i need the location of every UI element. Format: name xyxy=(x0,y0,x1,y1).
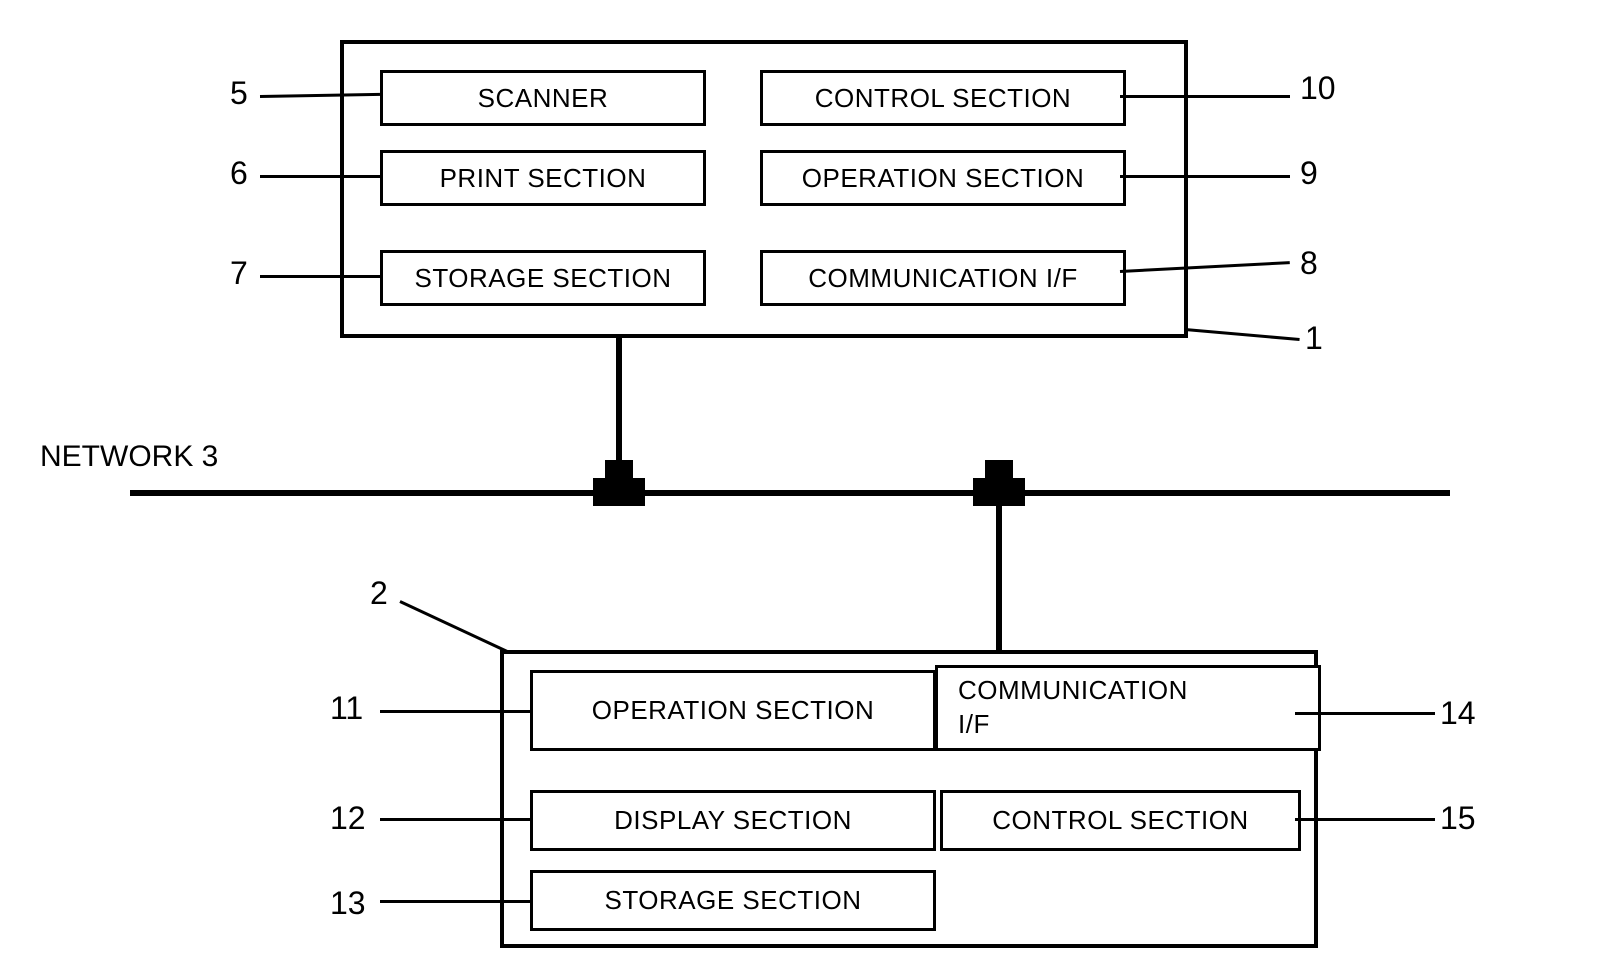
ref-10: 10 xyxy=(1300,70,1336,107)
box-storage2: STORAGE SECTION xyxy=(530,870,936,931)
ref-14: 14 xyxy=(1440,695,1476,732)
ref-7: 7 xyxy=(230,255,248,292)
tap-device2-large xyxy=(973,478,1025,506)
lead-6 xyxy=(260,175,380,178)
tap-device1-large xyxy=(593,478,645,506)
label-storage2: STORAGE SECTION xyxy=(605,885,862,916)
network-bus xyxy=(130,490,1450,496)
diagram-canvas: SCANNER CONTROL SECTION PRINT SECTION OP… xyxy=(0,0,1624,972)
box-operation1: OPERATION SECTION xyxy=(760,150,1126,206)
ref-6: 6 xyxy=(230,155,248,192)
ref-2: 2 xyxy=(370,575,388,612)
ref-12: 12 xyxy=(330,800,366,837)
box-scanner: SCANNER xyxy=(380,70,706,126)
network-label: NETWORK 3 xyxy=(40,440,218,474)
lead-1 xyxy=(1185,328,1300,341)
ref-5: 5 xyxy=(230,75,248,112)
lead-9 xyxy=(1120,175,1290,178)
box-display: DISPLAY SECTION xyxy=(530,790,936,851)
label-storage1: STORAGE SECTION xyxy=(415,263,672,294)
lead-7 xyxy=(260,275,380,278)
drop-device2 xyxy=(996,506,1002,656)
tap-device1-small xyxy=(605,460,633,478)
ref-8: 8 xyxy=(1300,245,1318,282)
lead-13 xyxy=(380,900,530,903)
box-comm1: COMMUNICATION I/F xyxy=(760,250,1126,306)
label-control2: CONTROL SECTION xyxy=(992,805,1248,836)
label-operation1: OPERATION SECTION xyxy=(802,163,1085,194)
box-control1: CONTROL SECTION xyxy=(760,70,1126,126)
ref-1: 1 xyxy=(1305,320,1323,357)
lead-10 xyxy=(1120,95,1290,98)
box-comm2: COMMUNICATION I/F xyxy=(935,665,1321,751)
box-operation2: OPERATION SECTION xyxy=(530,670,936,751)
ref-13: 13 xyxy=(330,885,366,922)
tap-device2-small xyxy=(985,460,1013,478)
ref-9: 9 xyxy=(1300,155,1318,192)
lead-2 xyxy=(399,600,509,653)
label-operation2: OPERATION SECTION xyxy=(592,695,875,726)
lead-15 xyxy=(1295,818,1435,821)
label-print: PRINT SECTION xyxy=(440,163,647,194)
box-control2: CONTROL SECTION xyxy=(940,790,1301,851)
box-storage1: STORAGE SECTION xyxy=(380,250,706,306)
label-scanner: SCANNER xyxy=(478,83,609,114)
ref-11: 11 xyxy=(330,690,363,727)
ref-15: 15 xyxy=(1440,800,1476,837)
label-comm2: COMMUNICATION I/F xyxy=(958,674,1188,742)
lead-11 xyxy=(380,710,530,713)
lead-12 xyxy=(380,818,530,821)
label-control1: CONTROL SECTION xyxy=(815,83,1071,114)
label-comm1: COMMUNICATION I/F xyxy=(808,263,1077,294)
lead-14 xyxy=(1295,712,1435,715)
label-display: DISPLAY SECTION xyxy=(614,805,852,836)
box-print: PRINT SECTION xyxy=(380,150,706,206)
